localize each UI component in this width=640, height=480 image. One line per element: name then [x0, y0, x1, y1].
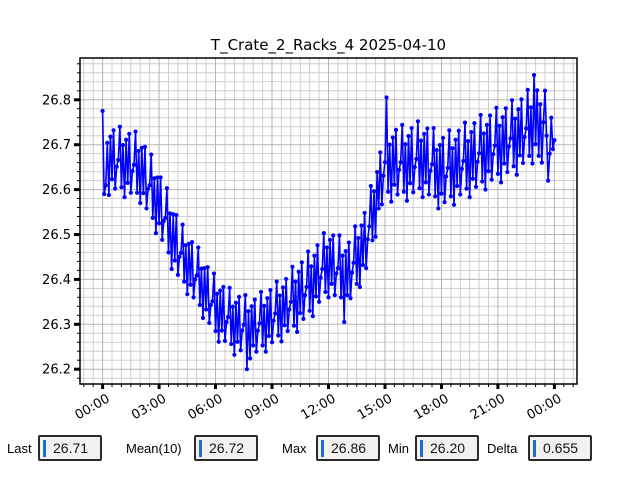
text-cursor: [43, 439, 46, 457]
x-tick-label: 18:00: [412, 391, 452, 423]
last-value-field[interactable]: 26.71: [38, 435, 102, 461]
x-tick-label: 00:00: [524, 391, 564, 423]
mean-value: 26.72: [209, 440, 245, 456]
temperature-chart: 00:00 03:00 06:00 09:00 12:00 15:00 18:00 21:00…: [42, 57, 578, 423]
delta-value: 0.655: [543, 440, 579, 456]
x-tick-label: 06:00: [186, 391, 226, 423]
text-cursor: [420, 439, 423, 457]
x-tick-label: 03:00: [129, 391, 169, 423]
max-value: 26.86: [331, 440, 367, 456]
delta-value-field[interactable]: 0.655: [528, 435, 592, 461]
delta-label: Delta: [487, 441, 518, 456]
data-series: [100, 72, 557, 372]
min-value-field[interactable]: 26.20: [415, 435, 479, 461]
text-cursor: [321, 439, 324, 457]
y-tick-label: 26.2: [42, 363, 71, 378]
x-tick-label: 21:00: [468, 391, 508, 423]
y-tick-label: 26.3: [42, 318, 71, 333]
y-tick-label: 26.5: [42, 228, 71, 243]
x-tick-label: 15:00: [355, 391, 395, 423]
mean-value-field[interactable]: 26.72: [194, 435, 258, 461]
last-label: Last: [7, 441, 32, 456]
y-tick-label: 26.8: [42, 93, 71, 108]
max-value-field[interactable]: 26.86: [316, 435, 380, 461]
max-label: Max: [282, 441, 307, 456]
y-tick-label: 26.7: [42, 138, 71, 153]
mean-label: Mean(10): [126, 441, 182, 456]
x-tick-label: 09:00: [242, 391, 282, 423]
x-tick-label: 12:00: [299, 391, 339, 423]
min-value: 26.20: [430, 440, 466, 456]
y-tick-label: 26.6: [42, 183, 71, 198]
text-cursor: [533, 439, 536, 457]
text-cursor: [199, 439, 202, 457]
min-label: Min: [388, 441, 409, 456]
chart-title: T_Crate_2_Racks_4 2025-04-10: [210, 36, 447, 54]
y-tick-label: 26.4: [42, 273, 71, 288]
last-value: 26.71: [53, 440, 89, 456]
x-tick-label: 00:00: [73, 391, 113, 423]
